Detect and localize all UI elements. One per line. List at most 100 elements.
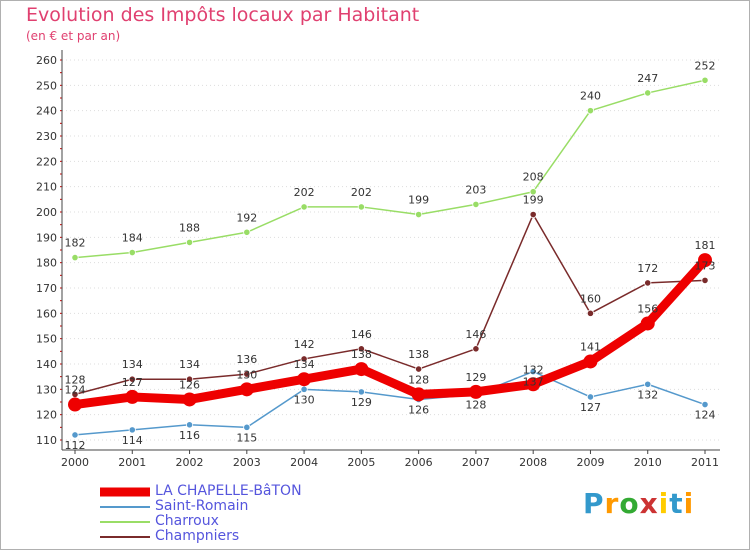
y-tick-label: 170	[36, 282, 57, 295]
data-point	[472, 345, 480, 353]
chart-subtitle: (en € et par an)	[26, 29, 121, 43]
data-label: 124	[65, 384, 86, 397]
data-label: 181	[695, 239, 716, 252]
data-label: 129	[351, 396, 372, 409]
logo-letter: t	[669, 487, 684, 520]
data-label: 240	[580, 90, 601, 103]
x-tick-label: 2009	[576, 456, 604, 469]
data-point	[701, 276, 709, 284]
x-tick-label: 2003	[233, 456, 261, 469]
data-label: 182	[65, 237, 86, 250]
data-point	[243, 228, 251, 236]
y-tick-label: 260	[36, 54, 57, 67]
data-label: 252	[695, 59, 716, 72]
data-label: 134	[122, 358, 143, 371]
y-tick-label: 130	[36, 383, 57, 396]
data-point	[411, 387, 426, 402]
data-label: 136	[236, 353, 257, 366]
y-tick-label: 200	[36, 206, 57, 219]
data-point	[71, 431, 79, 439]
data-point	[297, 372, 312, 387]
data-label: 137	[523, 376, 544, 389]
y-tick-label: 110	[36, 434, 57, 447]
data-point	[701, 400, 709, 409]
data-point	[185, 421, 194, 429]
y-tick-label: 210	[36, 181, 57, 194]
x-tick-label: 2011	[691, 456, 719, 469]
data-point	[357, 388, 365, 396]
data-label: 146	[351, 328, 372, 341]
x-tick-label: 2004	[290, 456, 318, 469]
data-label: 138	[408, 348, 429, 361]
data-point	[357, 203, 365, 211]
data-point	[128, 426, 136, 434]
logo-letter: i	[658, 487, 670, 520]
data-label: 156	[637, 302, 658, 315]
data-point	[182, 392, 197, 407]
data-label: 192	[236, 211, 257, 224]
data-label: 138	[351, 348, 372, 361]
data-point	[701, 76, 709, 84]
data-point	[300, 385, 308, 393]
data-label: 142	[294, 338, 315, 351]
data-point	[586, 393, 595, 401]
logo-letter: r	[604, 487, 620, 520]
y-tick-label: 220	[36, 155, 57, 168]
data-label: 116	[179, 429, 200, 442]
data-point	[128, 375, 136, 383]
data-point	[529, 188, 537, 196]
data-point	[357, 345, 365, 353]
data-point	[529, 367, 537, 376]
logo-letter: i	[683, 487, 695, 520]
data-point	[239, 382, 254, 397]
data-label: 132	[637, 388, 658, 401]
data-label: 128	[65, 373, 86, 386]
data-point	[71, 254, 79, 262]
chart-title: Evolution des Impôts locaux par Habitant	[26, 4, 420, 26]
x-tick-label: 2007	[462, 456, 490, 469]
data-label: 172	[637, 262, 658, 275]
data-label: 134	[294, 358, 315, 371]
data-label: 132	[523, 363, 544, 376]
series-line-champniers	[74, 213, 706, 396]
data-label: 188	[179, 221, 200, 234]
x-tick-label: 2002	[176, 456, 204, 469]
data-point	[698, 253, 712, 268]
series-line-la-chapelle-b-ton	[70, 255, 710, 410]
legend-label: Saint-Romain	[155, 498, 249, 514]
data-label: 134	[179, 358, 200, 371]
data-label: 130	[236, 368, 257, 381]
data-point	[472, 200, 480, 208]
data-point	[586, 107, 595, 115]
data-label: 115	[236, 431, 257, 444]
x-tick-label: 2000	[61, 456, 89, 469]
proxiti-logo: Proxiti	[583, 487, 694, 520]
y-tick-label: 120	[36, 409, 57, 422]
y-tick-label: 240	[36, 105, 57, 118]
series-line-charroux	[74, 79, 706, 259]
y-tick-label: 160	[36, 307, 57, 320]
data-label: 247	[637, 72, 658, 85]
data-label: 208	[523, 171, 544, 184]
data-label: 160	[580, 292, 601, 305]
series-line-saint-romain	[74, 370, 706, 436]
logo-letter: o	[619, 487, 640, 520]
y-tick-label: 230	[36, 130, 57, 143]
data-point	[354, 362, 369, 377]
y-tick-label: 250	[36, 79, 57, 92]
data-point	[185, 375, 194, 383]
data-label: 146	[465, 328, 486, 341]
data-point	[526, 377, 541, 392]
x-tick-label: 2001	[118, 456, 146, 469]
data-point	[644, 279, 652, 287]
y-tick-label: 140	[36, 358, 57, 371]
data-label: 130	[294, 393, 315, 406]
logo-letter: x	[639, 487, 659, 520]
data-label: 202	[351, 186, 372, 199]
data-point	[468, 384, 483, 399]
data-point	[586, 309, 595, 317]
data-point	[128, 248, 136, 257]
data-label: 128	[465, 398, 486, 411]
logo-letter: P	[583, 487, 605, 520]
